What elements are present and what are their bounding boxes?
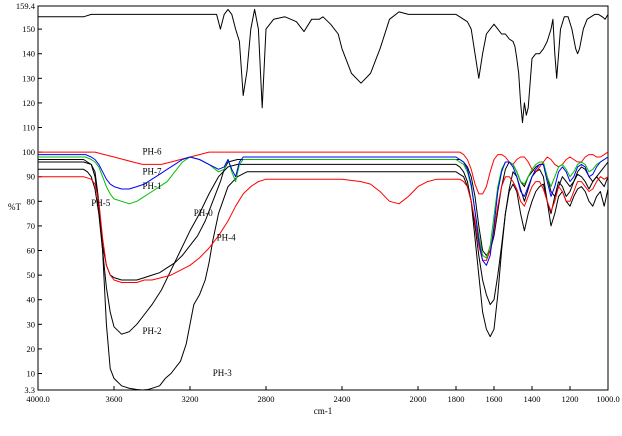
series-line-0 xyxy=(38,8,609,124)
annotation-layer: PH-6 PH-7 PH-1 PH-5 PH-0 PH-4 PH-2 PH-3 xyxy=(91,147,236,378)
x-tick-label: 1400 xyxy=(524,394,541,404)
y-tick-label: 80 xyxy=(27,196,36,206)
curve-label: PH-3 xyxy=(213,368,233,378)
curve-label: PH-0 xyxy=(194,208,214,218)
y-tick-label: 130 xyxy=(22,73,35,83)
series-line-7 xyxy=(38,154,609,266)
x-tick-label: 2400 xyxy=(334,394,351,404)
y-tick-label: 10 xyxy=(27,369,36,379)
y-tick-label: 120 xyxy=(22,98,35,108)
curve-label: PH-2 xyxy=(143,326,162,336)
series-line-2 xyxy=(38,163,609,335)
y-tick-label: 140 xyxy=(22,49,35,59)
x-axis-title: cm-1 xyxy=(314,406,333,416)
y-axis-title: %T xyxy=(8,202,21,212)
y-tick-label: 40 xyxy=(27,295,36,305)
x-tick-label: 2000 xyxy=(410,394,427,404)
y-tick-label: 60 xyxy=(27,246,36,256)
curve-label: PH-4 xyxy=(217,233,237,243)
curve-label: PH-1 xyxy=(143,181,162,191)
y-tick-label: 110 xyxy=(23,123,35,133)
series-layer xyxy=(38,8,609,391)
x-tick-label: 1600 xyxy=(486,394,503,404)
y-tick-label: 20 xyxy=(27,344,36,354)
y-tick-label: 30 xyxy=(27,319,36,329)
x-tick-label: 2800 xyxy=(258,394,275,404)
x-tick-label: 3200 xyxy=(182,394,199,404)
series-line-3 xyxy=(38,159,609,281)
series-line-6 xyxy=(38,156,609,259)
series-line-1 xyxy=(38,161,609,391)
curve-label: PH-6 xyxy=(143,147,163,157)
y-tick-label: 90 xyxy=(27,172,36,182)
curve-label: PH-7 xyxy=(143,166,163,176)
x-tick-label: 4000.0 xyxy=(26,394,49,404)
y-tick-label: 50 xyxy=(27,270,36,280)
plot-frame xyxy=(37,5,609,391)
y-tick-label: 3.3 xyxy=(24,385,35,395)
series-line-5 xyxy=(38,151,609,195)
x-axis-ticks: 4000.0 3600 3200 2800 2400 2000 1800 1600 1400 12… xyxy=(26,386,620,404)
curve-label: PH-5 xyxy=(91,198,111,208)
x-tick-label: 1200 xyxy=(562,394,579,404)
y-tick-label: 70 xyxy=(27,221,36,231)
x-tick-label: 1000.0 xyxy=(596,394,619,404)
x-tick-label: 3600 xyxy=(106,394,123,404)
y-tick-label: 159.4 xyxy=(16,1,36,11)
series-line-4 xyxy=(38,176,609,283)
y-tick-label: 100 xyxy=(22,147,35,157)
x-tick-label: 1800 xyxy=(448,394,465,404)
y-tick-label: 150 xyxy=(22,24,35,34)
